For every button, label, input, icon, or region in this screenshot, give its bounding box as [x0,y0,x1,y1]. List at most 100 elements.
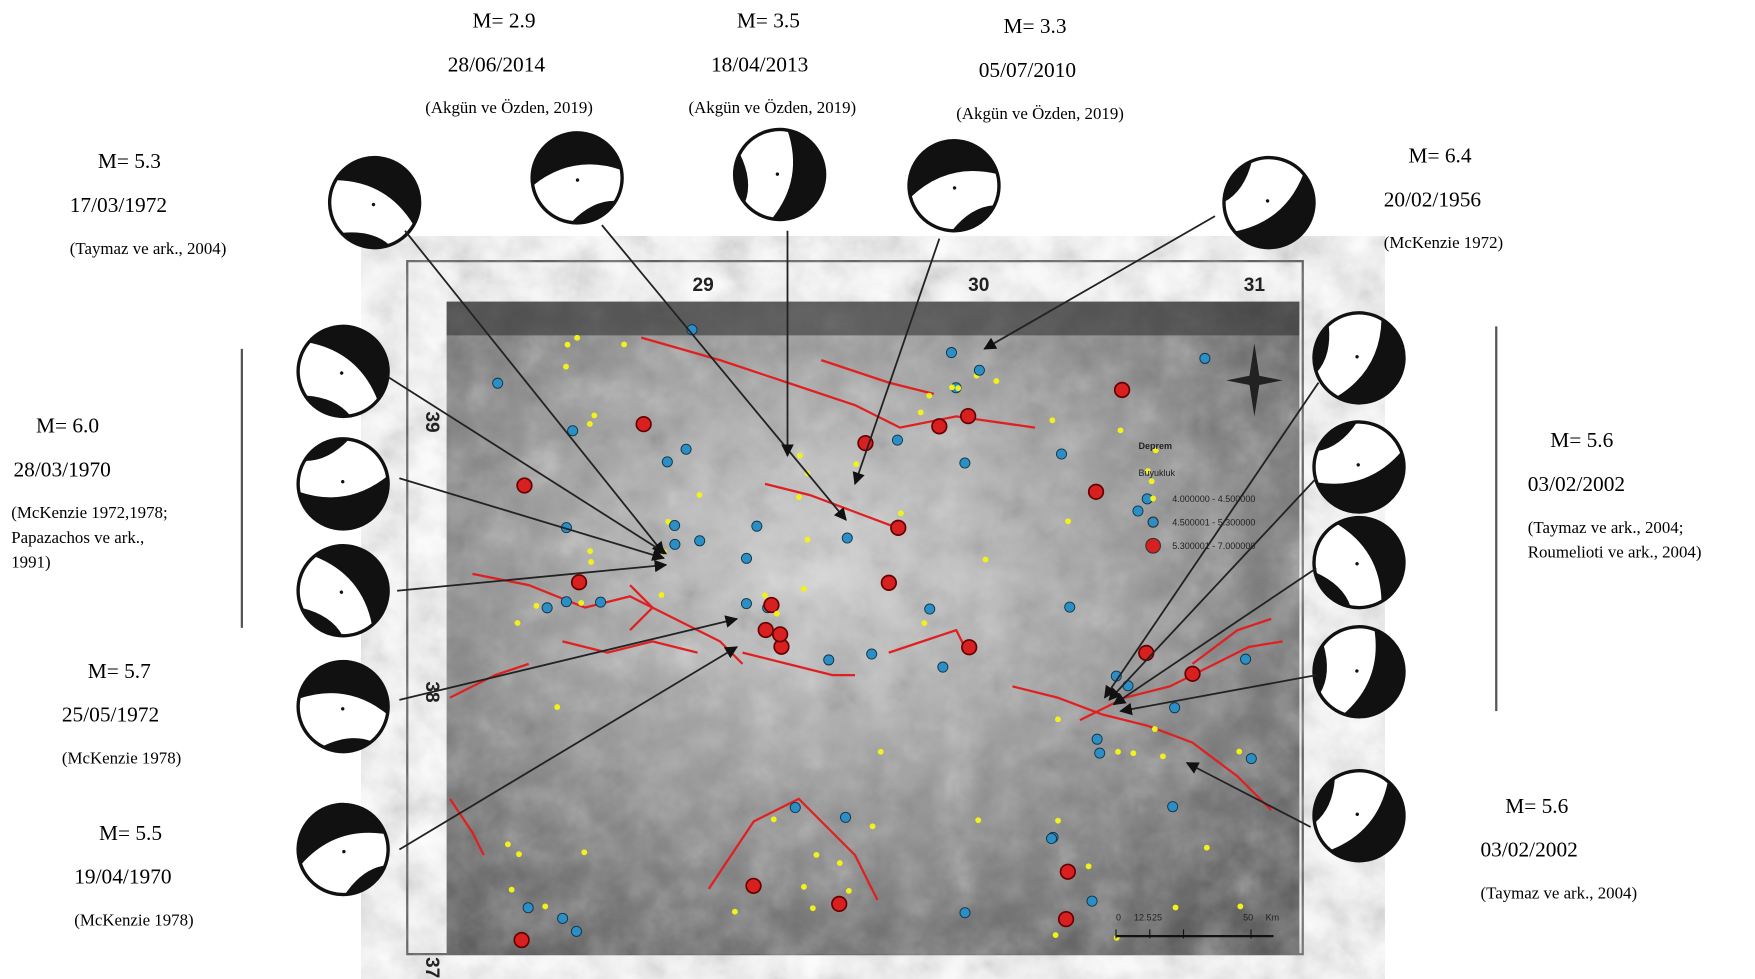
epicenter-small [918,409,924,415]
epicenter-large [746,879,761,894]
epicenter-small [955,385,961,391]
magnitude: M= 5.3 [98,149,161,173]
source: (McKenzie 1972,1978; [11,503,167,522]
figure: M= 5.317/03/1972(Taymaz ve ark., 2004)M=… [0,0,1755,979]
beachball [285,792,400,907]
epicenter-medium [946,348,956,358]
epicenter-small [515,620,521,626]
epicenter-small [1236,749,1242,755]
epicenter-large [514,933,529,948]
epicenter-small [1049,417,1055,423]
epicenter-small [578,600,584,606]
magnitude: M= 5.6 [1505,794,1568,818]
epicenter-medium [670,539,680,549]
epicenter-large [758,623,773,638]
epicenter-large [572,575,587,590]
epicenter-medium [752,521,762,531]
epicenter-medium [493,378,503,388]
epicenter-small [1237,903,1243,909]
epicenter-small [853,461,859,467]
epicenter-small [921,620,927,626]
magnitude: M= 3.3 [1004,14,1067,38]
epicenter-medium [938,662,948,672]
epicenter-large [891,521,906,536]
epicenter-medium [662,457,672,467]
beachball [727,122,831,226]
epicenter-medium [842,533,852,543]
epicenter-medium [960,458,970,468]
epicenter-medium [960,908,970,918]
epicenter-medium [1087,896,1097,906]
magnitude: M= 6.0 [36,414,99,438]
scale-label: 0 [1116,912,1121,922]
epicenter-large [517,478,532,493]
scale-label: 25 [1152,912,1162,922]
source: Papazachos ve ark., [11,528,144,547]
source: (Akgün ve Özden, 2019) [425,98,593,117]
beachball [525,126,629,230]
source: (Akgün ve Özden, 2019) [689,98,857,117]
epicenter-medium [561,597,571,607]
legend-class: 5.300001 - 7.000000 [1172,541,1255,551]
longitude-label: 30 [968,275,989,296]
epicenter-medium [558,913,568,923]
beachball [899,131,1009,241]
epicenter-small [1115,749,1121,755]
epicenter-small [837,860,843,866]
legend-class: 4.000000 - 4.500000 [1172,494,1255,504]
epicenter-small [505,841,511,847]
date: 20/02/1956 [1384,187,1482,211]
epicenter-small [1152,726,1158,732]
epicenter-small [581,849,587,855]
epicenter-large [1185,666,1200,681]
epicenter-small [1130,750,1136,756]
source: (McKenzie 1978) [62,748,181,767]
date: 28/06/2014 [448,52,546,76]
epicenter-medium [596,597,606,607]
epicenter-small [1204,845,1210,851]
epicenter-medium [892,435,902,445]
map-texture [447,302,1300,955]
epicenter-small [563,364,569,370]
epicenter-small [993,378,999,384]
epicenter-medium [1095,748,1105,758]
epicenter-small [697,492,703,498]
epicenter-small [771,816,777,822]
epicenter-small [1149,478,1155,484]
epicenter-medium [681,444,691,454]
epicenter-medium [1200,353,1210,363]
beachball [280,308,407,435]
epicenter-medium [867,649,877,659]
date: 17/03/1972 [70,193,167,217]
epicenter-small [1118,427,1124,433]
epicenter-medium [974,365,984,375]
epicenter-small [574,335,580,341]
epicenter-large [882,575,897,590]
scale-label: Km [1266,912,1280,922]
beachball [1298,501,1421,624]
epicenter-medium [542,603,552,613]
date: 03/02/2002 [1481,838,1578,862]
epicenter-small [542,904,548,910]
epicenter-small [805,537,811,543]
beachball [1298,296,1421,419]
epicenter-large [1061,864,1076,879]
epicenter-small [975,817,981,823]
epicenter-small [774,611,780,617]
epicenter-small [509,887,515,893]
epicenter-large [1059,912,1074,927]
source: Roumelioti ve ark., 2004) [1528,543,1702,562]
date: 19/04/1970 [74,865,171,889]
epicenter-large [962,640,977,655]
epicenter-small [949,384,955,390]
epicenter-medium [1133,506,1143,516]
epicenter-medium [695,536,705,546]
magnitude: M= 5.6 [1550,428,1613,452]
magnitude: M= 5.5 [99,821,162,845]
epicenter-large [1115,383,1130,398]
epicenter-medium [925,604,935,614]
source: (McKenzie 1972) [1384,233,1503,252]
beachball [280,527,407,654]
epicenter-medium [1170,703,1180,713]
epicenter-small [846,888,852,894]
